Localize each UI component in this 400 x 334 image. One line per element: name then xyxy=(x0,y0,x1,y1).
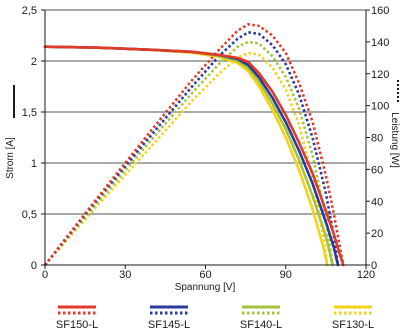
y-right-tick-label: 20 xyxy=(371,228,383,240)
x-tick-label: 30 xyxy=(119,269,131,281)
x-tick-label: 0 xyxy=(42,269,48,281)
y-left-tick-label: 0 xyxy=(31,260,37,272)
y-right-tick-label: 80 xyxy=(371,133,383,145)
y-left-tick-label: 2 xyxy=(31,56,37,68)
power-curve-sf150-l xyxy=(43,22,345,266)
power-curve-sf140-l xyxy=(44,40,334,266)
current-curve-sf130-l xyxy=(43,45,329,267)
power-curve-sf130-l xyxy=(44,51,329,266)
curves xyxy=(43,22,345,267)
y-right-tick-label: 40 xyxy=(371,196,383,208)
legend-label-sf130-l: SF130-L xyxy=(332,319,374,331)
legend-label-sf145-l: SF145-L xyxy=(148,319,190,331)
tick-labels: 0 0,5 1 1,5 2 2,5 0 20 40 60 80 100 120 140 160 0 30 60 90… xyxy=(22,5,390,281)
y-right-tick-label: 160 xyxy=(371,5,389,17)
x-tick-label: 60 xyxy=(199,269,211,281)
legend: SF150-L SF145-L SF140-L SF130-L xyxy=(56,305,374,331)
current-curve-sf150-l xyxy=(43,45,345,267)
x-tick-label: 90 xyxy=(280,269,292,281)
legend-label-sf150-l: SF150-L xyxy=(56,319,98,331)
y-right-axis-title: Leistung [W] xyxy=(389,112,400,168)
gridlines xyxy=(45,9,366,215)
y-right-tick-label: 100 xyxy=(371,101,389,113)
x-tick-label: 120 xyxy=(357,269,375,281)
power-curve-sf145-l xyxy=(43,30,340,266)
y-right-tick-label: 140 xyxy=(371,37,389,49)
y-left-tick-label: 0,5 xyxy=(22,209,37,221)
y-left-axis-title: Strom [A] xyxy=(5,137,16,179)
y-left-tick-label: 1,5 xyxy=(22,107,37,119)
x-axis-title: Spannung [V] xyxy=(175,282,236,293)
legend-label-sf140-l: SF140-L xyxy=(240,319,282,331)
y-right-tick-label: 120 xyxy=(371,69,389,81)
y-right-tick-label: 0 xyxy=(371,260,377,272)
y-left-tick-label: 1 xyxy=(31,158,37,170)
current-curve-sf140-l xyxy=(43,45,334,267)
y-left-tick-label: 2,5 xyxy=(22,5,37,17)
y-right-tick-label: 60 xyxy=(371,164,383,176)
